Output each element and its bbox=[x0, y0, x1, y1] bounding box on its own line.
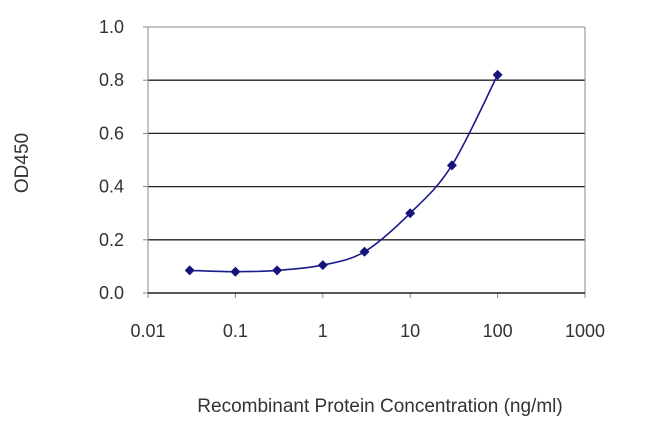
data-point bbox=[317, 260, 328, 271]
x-tick-label: 0.1 bbox=[223, 321, 248, 341]
y-tick-label: 0.4 bbox=[99, 177, 124, 197]
series bbox=[184, 69, 503, 277]
data-point bbox=[359, 246, 370, 257]
y-axis-label: OD450 bbox=[12, 133, 33, 193]
axes bbox=[143, 26, 586, 298]
y-tick-label: 1.0 bbox=[99, 17, 124, 37]
data-point bbox=[492, 69, 503, 80]
y-tick-label: 0.6 bbox=[99, 123, 124, 143]
y-tick-labels: 0.0 0.2 0.4 0.6 0.8 1.0 bbox=[99, 17, 124, 303]
x-tick-label: 10 bbox=[400, 321, 420, 341]
x-tick-label: 100 bbox=[483, 321, 513, 341]
data-point bbox=[184, 265, 195, 276]
gridlines bbox=[148, 79, 585, 241]
series-line bbox=[189, 74, 499, 273]
x-tick-label: 0.01 bbox=[130, 321, 165, 341]
y-tick-label: 0.0 bbox=[99, 283, 124, 303]
data-point bbox=[272, 265, 283, 276]
x-tick-labels: 0.01 0.1 1 10 100 1000 bbox=[130, 321, 605, 341]
data-point bbox=[230, 266, 241, 277]
y-tick-label: 0.8 bbox=[99, 70, 124, 90]
x-tick-label: 1000 bbox=[565, 321, 605, 341]
data-point bbox=[405, 208, 416, 219]
x-tick-label: 1 bbox=[318, 321, 328, 341]
y-tick-label: 0.2 bbox=[99, 230, 124, 250]
data-point bbox=[446, 160, 457, 171]
x-axis-label: Recombinant Protein Concentration (ng/ml… bbox=[197, 396, 562, 417]
